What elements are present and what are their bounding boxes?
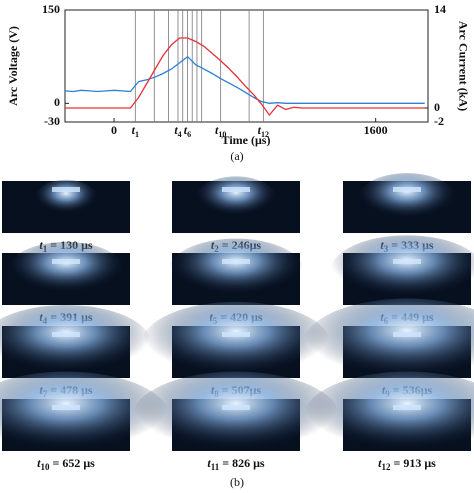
frame-electrode <box>222 187 250 192</box>
frame-glow <box>141 301 331 387</box>
frame-glow <box>168 238 304 304</box>
caption-subscript: 12 <box>382 462 392 472</box>
caption-symbol: t <box>207 456 211 470</box>
frame-electrode <box>52 187 80 192</box>
frame-caption: t11 = 826 μs <box>207 456 265 472</box>
frame-glow <box>330 235 474 308</box>
frame-glow <box>303 371 474 463</box>
y-tick-label: 0 <box>54 95 60 109</box>
plot-frame <box>64 9 429 123</box>
frame-electrode <box>52 332 80 337</box>
frame-electrode <box>52 405 80 410</box>
marker-subscript: 12 <box>261 130 269 139</box>
marker-subscript: 4 <box>178 130 182 139</box>
frame-glow <box>0 371 170 463</box>
caption: (b) <box>230 475 244 489</box>
y2-axis-label: Arc Current (kA) <box>456 21 470 111</box>
frame-panel: t8 = 507μs <box>141 301 331 399</box>
frame-panel: t10 = 652 μs <box>0 371 170 472</box>
frame-electrode <box>222 259 250 264</box>
caption-symbol: t <box>378 456 382 470</box>
frame-glow <box>0 305 152 384</box>
frame-caption: t12 = 913 μs <box>378 456 436 472</box>
time-marker-label: t4 <box>174 123 181 139</box>
marker-subscript: 10 <box>218 130 226 139</box>
y2-tick-label: 0 <box>434 100 440 114</box>
caption-time: = 913 μs <box>391 456 437 470</box>
frame-electrode <box>393 405 421 410</box>
marker-symbol: t <box>258 123 262 137</box>
marker-subscript: 6 <box>187 130 191 139</box>
frame-electrode <box>393 332 421 337</box>
time-marker-label: t6 <box>184 123 191 139</box>
caption-time: = 652 μs <box>50 456 96 470</box>
frame-glow <box>303 298 474 390</box>
frame-panel: t6 = 449 μs <box>330 235 474 326</box>
frame-glow <box>195 176 277 222</box>
y-tick-label: 150 <box>42 2 60 16</box>
frame-electrode <box>393 187 421 192</box>
frame-glow <box>34 179 98 219</box>
y2-tick-label: -2 <box>434 114 444 128</box>
marker-symbol: t <box>132 123 136 137</box>
frame-panel: t12 = 913 μs <box>303 371 474 472</box>
frame-glow <box>7 241 125 301</box>
x-axis-label: Time (μs) <box>222 133 271 147</box>
time-marker-label: t1 <box>132 123 139 139</box>
time-marker-label: t12 <box>258 123 269 139</box>
frame-panel: t11 = 826 μs <box>132 371 340 472</box>
frame-glow <box>132 371 340 463</box>
frame-panel: t9 = 536μs <box>303 298 474 399</box>
series-line <box>65 37 425 117</box>
y2-tick-label: 14 <box>434 2 446 16</box>
frame-electrode <box>52 259 80 264</box>
frame-caption: t10 = 652 μs <box>37 456 95 472</box>
frame-panel: t4 = 391 μs <box>2 241 130 326</box>
x-tick-label: 0 <box>111 123 117 137</box>
marker-subscript: 1 <box>135 130 139 139</box>
caption-subscript: 11 <box>211 462 220 472</box>
caption-subscript: 10 <box>41 462 51 472</box>
y-axis-label: Arc Voltage (V) <box>6 26 20 106</box>
time-marker-label: t10 <box>215 123 226 139</box>
frame-electrode <box>393 259 421 264</box>
marker-symbol: t <box>215 123 219 137</box>
frame-glow <box>357 173 457 226</box>
y-tick-label: -30 <box>44 114 60 128</box>
caption: (a) <box>230 149 243 163</box>
marker-symbol: t <box>184 123 188 137</box>
frame-electrode <box>222 405 250 410</box>
series-line <box>64 55 425 104</box>
marker-symbol: t <box>174 123 178 137</box>
frame-electrode <box>222 332 250 337</box>
caption-symbol: t <box>37 456 41 470</box>
x-tick-label: 1600 <box>364 123 388 137</box>
caption-time: = 826 μs <box>219 456 265 470</box>
